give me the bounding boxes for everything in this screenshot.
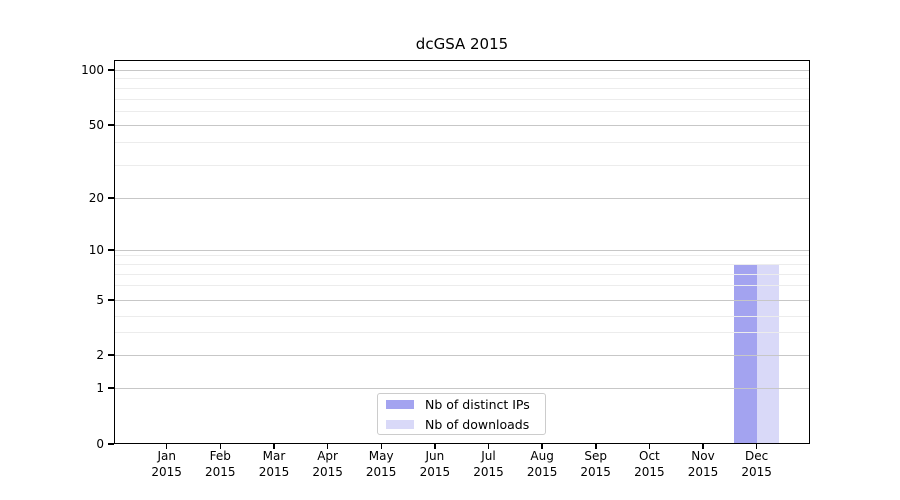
y-gridline-major bbox=[115, 198, 809, 199]
y-gridline-minor bbox=[115, 285, 809, 286]
y-gridline-minor bbox=[115, 142, 809, 143]
y-tick-label: 20 bbox=[88, 191, 104, 205]
legend-swatch-distinct-ips bbox=[386, 399, 414, 409]
y-gridline-minor bbox=[115, 274, 809, 275]
y-gridline-major bbox=[115, 250, 809, 251]
x-tick-label: May 2015 bbox=[365, 449, 397, 479]
x-tick-label: Mar 2015 bbox=[258, 449, 290, 479]
legend-row-downloads: Nb of downloads bbox=[386, 417, 537, 432]
y-tick-label: 10 bbox=[88, 243, 104, 257]
x-tick-label: Aug 2015 bbox=[526, 449, 558, 479]
x-tick-label: Dec 2015 bbox=[741, 449, 772, 479]
x-tick-label: Jan 2015 bbox=[151, 449, 182, 479]
legend: Nb of distinct IPs Nb of downloads bbox=[377, 393, 546, 435]
y-gridline-major bbox=[115, 70, 809, 71]
y-tick bbox=[108, 69, 114, 71]
legend-swatch-downloads bbox=[386, 419, 414, 429]
y-gridline-major bbox=[115, 355, 809, 356]
chart-title: dcGSA 2015 bbox=[415, 35, 509, 53]
x-tick-label: Apr 2015 bbox=[312, 449, 343, 479]
y-gridline-minor bbox=[115, 264, 809, 265]
y-gridline-minor bbox=[115, 316, 809, 317]
y-tick bbox=[108, 124, 114, 126]
y-tick-label: 100 bbox=[81, 63, 104, 77]
x-tick-label: Sep 2015 bbox=[580, 449, 611, 479]
x-tick bbox=[434, 444, 436, 449]
x-tick bbox=[273, 444, 275, 449]
x-tick-label: Jul 2015 bbox=[473, 449, 504, 479]
y-tick bbox=[108, 387, 114, 389]
y-gridline-minor bbox=[115, 111, 809, 112]
y-gridline-major bbox=[115, 125, 809, 126]
y-gridline-minor bbox=[115, 332, 809, 333]
legend-label-distinct-ips: Nb of distinct IPs bbox=[425, 396, 530, 412]
x-tick bbox=[755, 444, 758, 449]
legend-row-distinct-ips: Nb of distinct IPs bbox=[386, 397, 537, 412]
x-tick bbox=[648, 444, 651, 449]
x-tick bbox=[219, 444, 222, 449]
y-tick bbox=[108, 354, 114, 356]
x-tick bbox=[595, 444, 597, 449]
y-gridline-minor bbox=[115, 99, 809, 100]
y-gridline-major bbox=[115, 388, 809, 389]
x-tick bbox=[541, 444, 543, 449]
y-gridline-minor bbox=[115, 255, 809, 256]
y-tick-label: 5 bbox=[96, 293, 104, 307]
y-tick bbox=[108, 249, 114, 251]
bar-downloads bbox=[756, 264, 780, 444]
legend-label-downloads: Nb of downloads bbox=[425, 416, 530, 432]
bar-distinct-ips bbox=[734, 264, 757, 444]
x-tick-label: Oct 2015 bbox=[634, 449, 665, 479]
y-gridline-minor bbox=[115, 88, 809, 89]
y-gridline-minor bbox=[115, 165, 809, 166]
y-tick bbox=[108, 443, 114, 445]
x-tick bbox=[487, 444, 490, 449]
x-tick-label: Jun 2015 bbox=[419, 449, 451, 479]
x-tick-label: Nov 2015 bbox=[687, 449, 719, 479]
y-tick-label: 0 bbox=[96, 437, 104, 451]
y-tick-label: 2 bbox=[96, 348, 104, 362]
x-tick bbox=[165, 444, 168, 449]
plot-area-border bbox=[114, 60, 810, 444]
y-tick bbox=[108, 197, 114, 199]
y-tick-label: 50 bbox=[88, 118, 104, 132]
y-tick bbox=[108, 299, 114, 301]
y-gridline-minor bbox=[115, 78, 809, 79]
x-tick bbox=[326, 444, 329, 449]
y-gridline-major bbox=[115, 300, 809, 301]
x-tick-label: Feb 2015 bbox=[205, 449, 236, 479]
y-tick-label: 1 bbox=[96, 381, 104, 395]
x-tick bbox=[702, 444, 704, 449]
x-tick bbox=[380, 444, 382, 449]
